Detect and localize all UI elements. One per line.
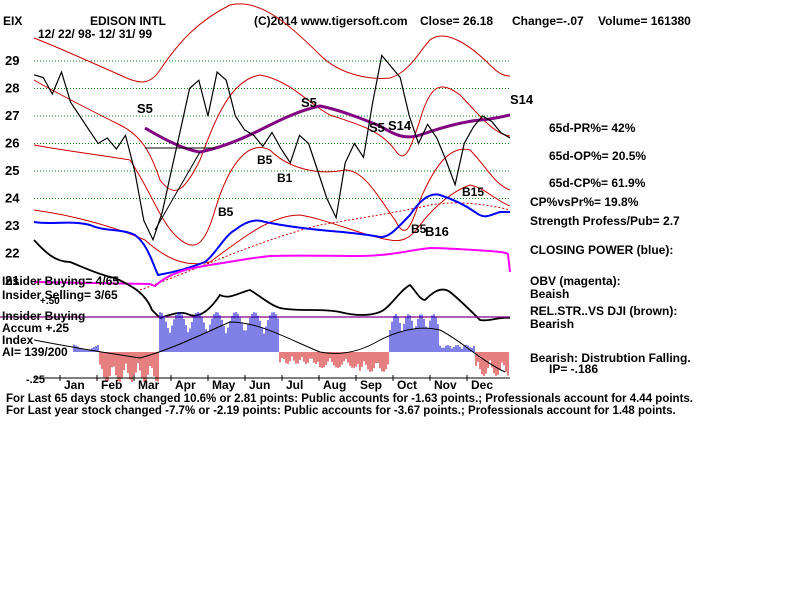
- month-label: Feb: [101, 378, 122, 392]
- y-axis-labels: 29 28 27 26 25 24 23 22 21: [5, 53, 20, 288]
- month-label: Sep: [360, 378, 382, 392]
- y-tick-label: 23: [5, 218, 19, 233]
- month-label: May: [212, 378, 236, 392]
- month-label: Jul: [286, 378, 303, 392]
- insider-buying-count: Insider Buying= 4/65: [2, 274, 119, 288]
- upper-inner-band: [33, 74, 511, 191]
- signal-b5-2: B5: [218, 205, 234, 219]
- copyright: (C)2014 www.tigersoft.com: [254, 14, 408, 28]
- volume-value: Volume= 161380: [598, 14, 691, 28]
- cpvspr-value: CP%vsPr%= 19.8%: [530, 195, 639, 209]
- footer-line-2: For Last year stock changed -7.7% or -2.…: [6, 405, 676, 417]
- plus-50: +.50: [40, 296, 60, 307]
- op-value: 65d-OP%= 20.5%: [549, 149, 646, 163]
- signals: S5 S5 S5 S14 S14 B5 B1 B5 B15 B5 B16: [137, 92, 534, 239]
- signal-b5-1: B5: [257, 153, 273, 167]
- ai-value: AI= 139/200: [2, 345, 68, 359]
- signal-b1: B1: [277, 171, 293, 185]
- month-label: Nov: [434, 378, 457, 392]
- left-panel: Insider Buying= 4/65 Insider Selling= 3/…: [2, 274, 119, 386]
- signal-b15: B15: [462, 185, 484, 199]
- month-label: Apr: [175, 378, 196, 392]
- cp-value: 65d-CP%= 61.9%: [549, 176, 646, 190]
- ticker: EIX: [3, 14, 22, 28]
- lower-dotted-curve: [139, 202, 511, 291]
- moving-average-line: [144, 104, 511, 154]
- strength-value: Strength Profess/Pub= 2.7: [530, 214, 680, 228]
- month-label: Oct: [397, 378, 417, 392]
- accum-label: Accum +.25: [2, 321, 69, 335]
- date-range: 12/ 22/ 98- 12/ 31/ 99: [38, 27, 152, 41]
- obv-label: OBV (magenta):: [530, 274, 621, 288]
- lower-outer-band: [33, 184, 511, 265]
- signal-s5-3: S5: [369, 120, 385, 135]
- insider-selling-count: Insider Selling= 3/65: [2, 288, 118, 302]
- relstr-label: REL.STR..VS DJI (brown):: [530, 304, 677, 318]
- y-tick-label: 21: [5, 273, 19, 288]
- y-tick-label: 22: [5, 246, 19, 261]
- signal-s5-1: S5: [137, 101, 153, 116]
- y-tick-label: 28: [5, 81, 19, 96]
- y-tick-label: 26: [5, 136, 19, 151]
- price-line: [33, 54, 511, 242]
- accumulation-bars: [73, 312, 509, 382]
- price-grid: [34, 60, 510, 199]
- signal-b5-3: B5: [411, 222, 427, 236]
- upper-outer-band: [33, 3, 511, 83]
- minus-25: -.25: [26, 374, 45, 386]
- y-tick-label: 27: [5, 108, 19, 123]
- obv-line: [33, 246, 511, 288]
- signal-b16: B16: [425, 224, 449, 239]
- close-value: Close= 26.18: [420, 14, 493, 28]
- month-label: Aug: [323, 378, 346, 392]
- obv-state: Beaish: [530, 287, 569, 301]
- signal-s14-1: S14: [388, 118, 412, 133]
- pr-value: 65d-PR%= 42%: [549, 121, 636, 135]
- index-label: Index: [2, 333, 34, 347]
- signal-s5-2: S5: [301, 95, 317, 110]
- ip-value: IP= -.186: [549, 362, 598, 376]
- insider-buying-label: Insider Buying: [2, 309, 85, 323]
- closing-power-label: CLOSING POWER (blue):: [530, 243, 673, 257]
- relstr-state: Bearish: [530, 317, 574, 331]
- change-value: Change=-.07: [512, 14, 584, 28]
- month-label: Jun: [249, 378, 270, 392]
- month-label: Jan: [64, 378, 85, 392]
- month-label: Dec: [471, 378, 493, 392]
- y-tick-label: 29: [5, 53, 19, 68]
- company-name: EDISON INTL: [90, 14, 166, 28]
- signal-s14-2: S14: [510, 92, 534, 107]
- accum-smoothing: [33, 321, 506, 373]
- month-label: Mar: [138, 378, 160, 392]
- trend-line: [154, 151, 201, 231]
- bearish-label: Bearish: Distrubtion Falling.: [530, 351, 691, 365]
- y-tick-label: 24: [5, 191, 20, 206]
- y-tick-label: 25: [5, 163, 19, 178]
- closing-power-line: [33, 193, 510, 277]
- rel-strength-line: [33, 239, 511, 322]
- envelope-bands: [33, 3, 511, 265]
- month-axis: Jan Feb Mar Apr May Jun Jul Aug Sep Oct Nov Dec: [34, 375, 510, 392]
- footer-line-1: For Last 65 days stock changed 10.6% or …: [6, 393, 693, 405]
- right-panel: 65d-PR%= 42% 65d-OP%= 20.5% 65d-CP%= 61.…: [530, 121, 691, 376]
- lower-inner-band: [33, 144, 511, 246]
